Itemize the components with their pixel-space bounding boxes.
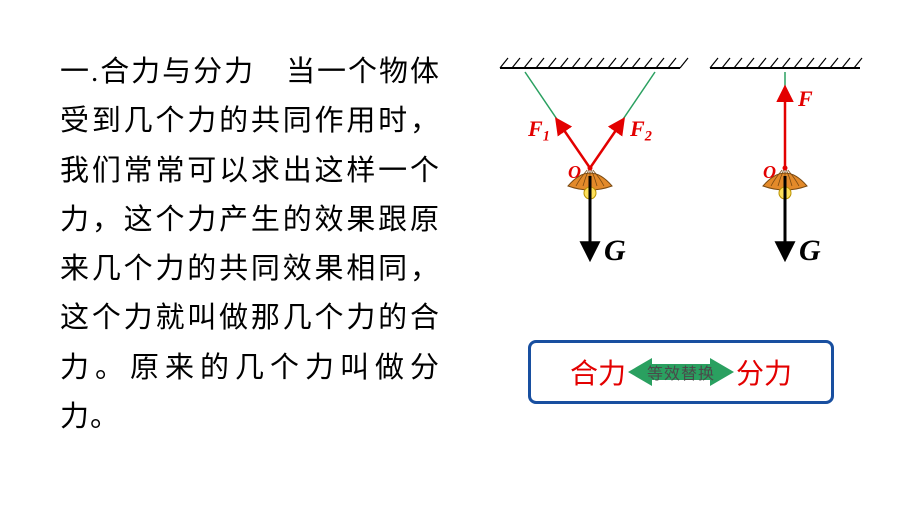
svg-text:G: G [799, 234, 821, 267]
svg-text:F2: F2 [629, 116, 652, 144]
diagram-svg: F1 F2 F O O G G [480, 48, 880, 278]
svg-text:F: F [797, 86, 813, 111]
svg-text:O: O [568, 162, 581, 182]
paragraph: 一.合力与分力 当一个物体受到几个力的共同作用时，我们常常可以求出这样一个力，这… [60, 48, 440, 442]
svg-text:O: O [763, 162, 776, 182]
physics-figure: F1 F2 F O O G G [480, 48, 880, 278]
svg-text:G: G [604, 234, 626, 267]
slide: 一.合力与分力 当一个物体受到几个力的共同作用时，我们常常可以求出这样一个力，这… [0, 0, 920, 518]
legend-right: 分力 [736, 352, 792, 392]
double-arrow-icon: 等效替换 [628, 358, 734, 386]
svg-text:F1: F1 [527, 116, 550, 144]
legend-left: 合力 [570, 352, 626, 392]
legend-middle: 等效替换 [628, 358, 734, 386]
legend-box: 合力 等效替换 分力 [528, 340, 834, 404]
